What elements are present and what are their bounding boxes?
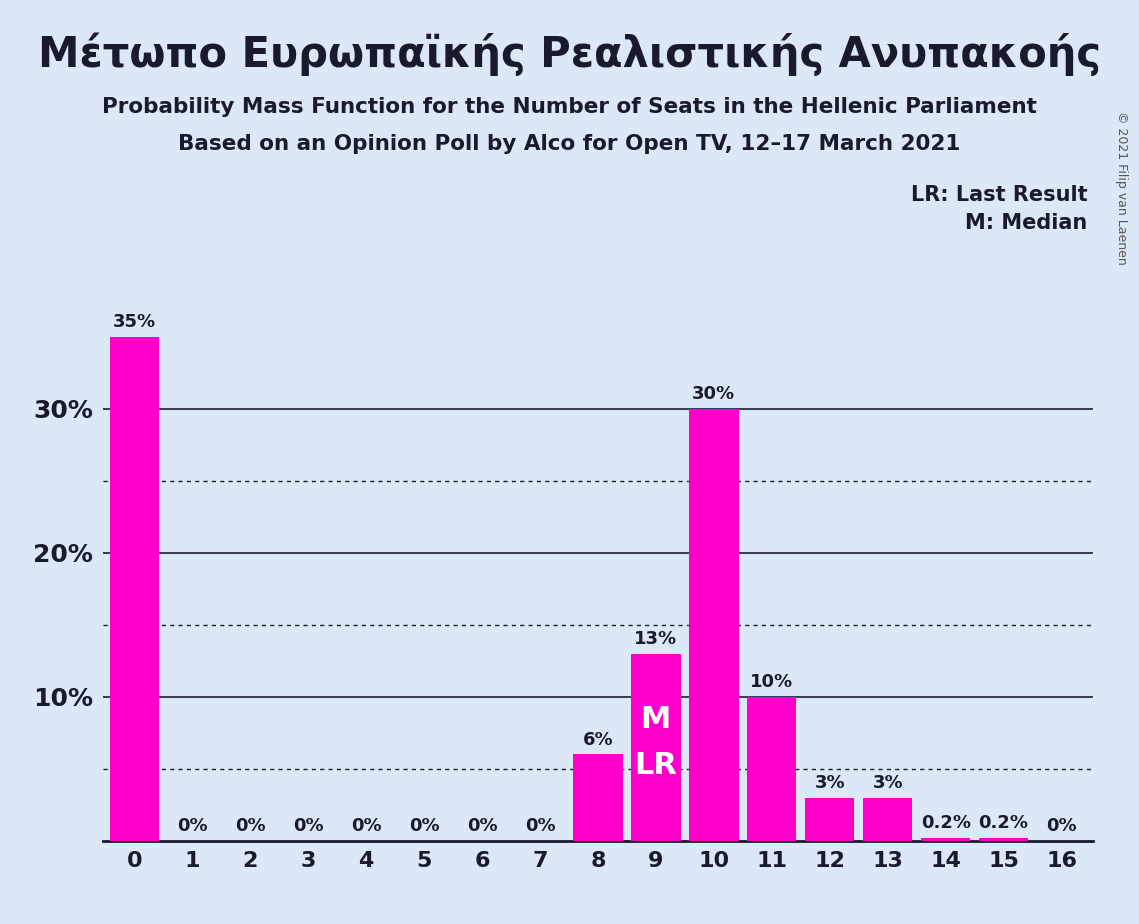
Text: 3%: 3%: [872, 774, 903, 792]
Text: 0%: 0%: [409, 817, 440, 835]
Text: 0%: 0%: [293, 817, 323, 835]
Text: M: Median: M: Median: [966, 213, 1088, 233]
Text: 10%: 10%: [751, 673, 794, 691]
Bar: [805, 797, 854, 841]
Text: LR: Last Result: LR: Last Result: [911, 185, 1088, 205]
Text: 0.2%: 0.2%: [978, 814, 1029, 833]
Text: 0%: 0%: [467, 817, 498, 835]
Text: 0%: 0%: [351, 817, 382, 835]
Text: 6%: 6%: [583, 731, 613, 748]
Bar: [863, 797, 912, 841]
Bar: [109, 337, 159, 841]
Text: 30%: 30%: [693, 385, 736, 403]
Text: 0%: 0%: [235, 817, 265, 835]
Text: © 2021 Filip van Laenen: © 2021 Filip van Laenen: [1115, 111, 1129, 264]
Text: 0%: 0%: [177, 817, 207, 835]
Bar: [573, 754, 623, 841]
Text: M: M: [641, 705, 671, 734]
Bar: [921, 838, 970, 841]
Bar: [631, 653, 680, 841]
Text: 0%: 0%: [1047, 817, 1076, 835]
Text: 13%: 13%: [634, 630, 678, 648]
Bar: [747, 697, 796, 841]
Bar: [689, 408, 738, 841]
Text: 3%: 3%: [814, 774, 845, 792]
Text: 0%: 0%: [525, 817, 556, 835]
Text: 0.2%: 0.2%: [920, 814, 970, 833]
Text: Based on an Opinion Poll by Alco for Open TV, 12–17 March 2021: Based on an Opinion Poll by Alco for Ope…: [179, 134, 960, 154]
Bar: [980, 838, 1029, 841]
Text: 35%: 35%: [113, 313, 156, 331]
Text: LR: LR: [634, 751, 678, 781]
Text: Probability Mass Function for the Number of Seats in the Hellenic Parliament: Probability Mass Function for the Number…: [103, 97, 1036, 117]
Text: Μέτωπο Ευρωπαϊκής Ρεαλιστικής Ανυπακοής: Μέτωπο Ευρωπαϊκής Ρεαλιστικής Ανυπακοής: [38, 32, 1101, 76]
